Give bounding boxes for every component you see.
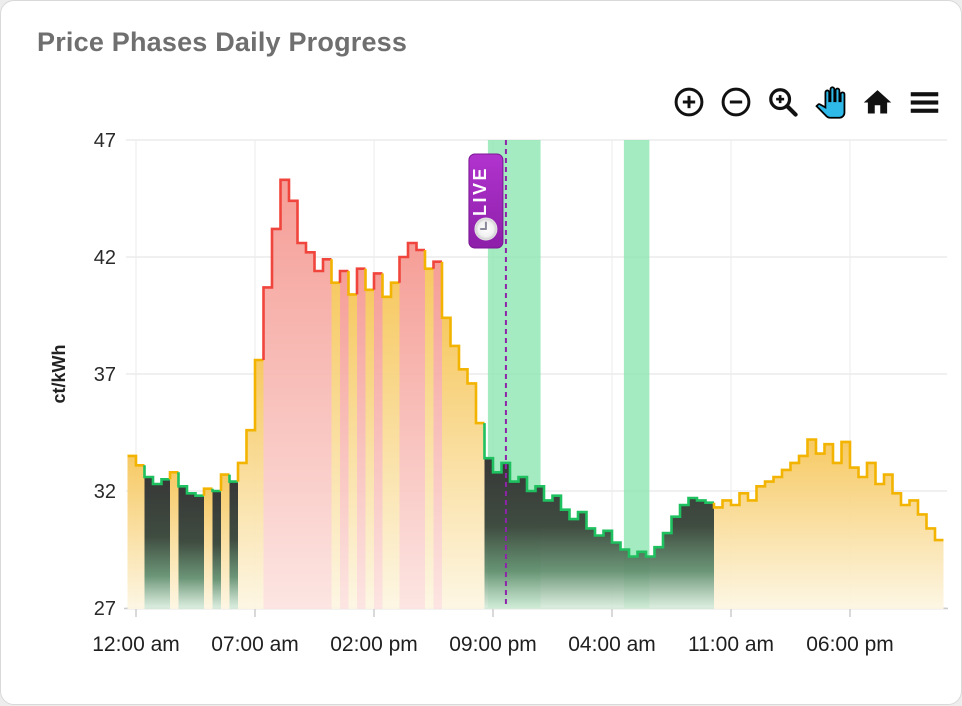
live-badge: LIVE [469, 154, 503, 248]
svg-text:LIVE: LIVE [470, 166, 490, 216]
x-axis: 12:00 am 07:00 am 02:00 pm 09:00 pm 04:00 am… [92, 608, 948, 656]
menu-icon[interactable] [907, 85, 941, 119]
svg-text:37: 37 [94, 364, 116, 386]
pan-icon[interactable] [813, 85, 847, 119]
page-title: Price Phases Daily Progress [37, 27, 407, 58]
svg-text:47: 47 [94, 130, 116, 152]
clock-icon [475, 218, 497, 240]
chart-toolbar [672, 85, 941, 119]
zoom-in-icon[interactable] [672, 85, 706, 119]
svg-text:11:00 am: 11:00 am [688, 633, 774, 656]
svg-text:09:00 pm: 09:00 pm [449, 633, 537, 656]
svg-text:02:00 pm: 02:00 pm [330, 633, 418, 656]
svg-text:32: 32 [94, 481, 116, 503]
svg-text:42: 42 [94, 247, 116, 269]
zoom-out-icon[interactable] [719, 85, 753, 119]
svg-text:07:00 am: 07:00 am [211, 633, 299, 656]
y-axis-title: ct/kWh [49, 344, 69, 403]
box-zoom-icon[interactable] [766, 85, 800, 119]
svg-text:27: 27 [94, 598, 116, 620]
svg-text:12:00 am: 12:00 am [92, 633, 180, 656]
svg-text:06:00 pm: 06:00 pm [806, 633, 894, 656]
home-icon[interactable] [860, 85, 894, 119]
svg-text:04:00 am: 04:00 am [568, 633, 656, 656]
y-axis: 47 42 37 32 27 ct/kWh [49, 130, 116, 620]
